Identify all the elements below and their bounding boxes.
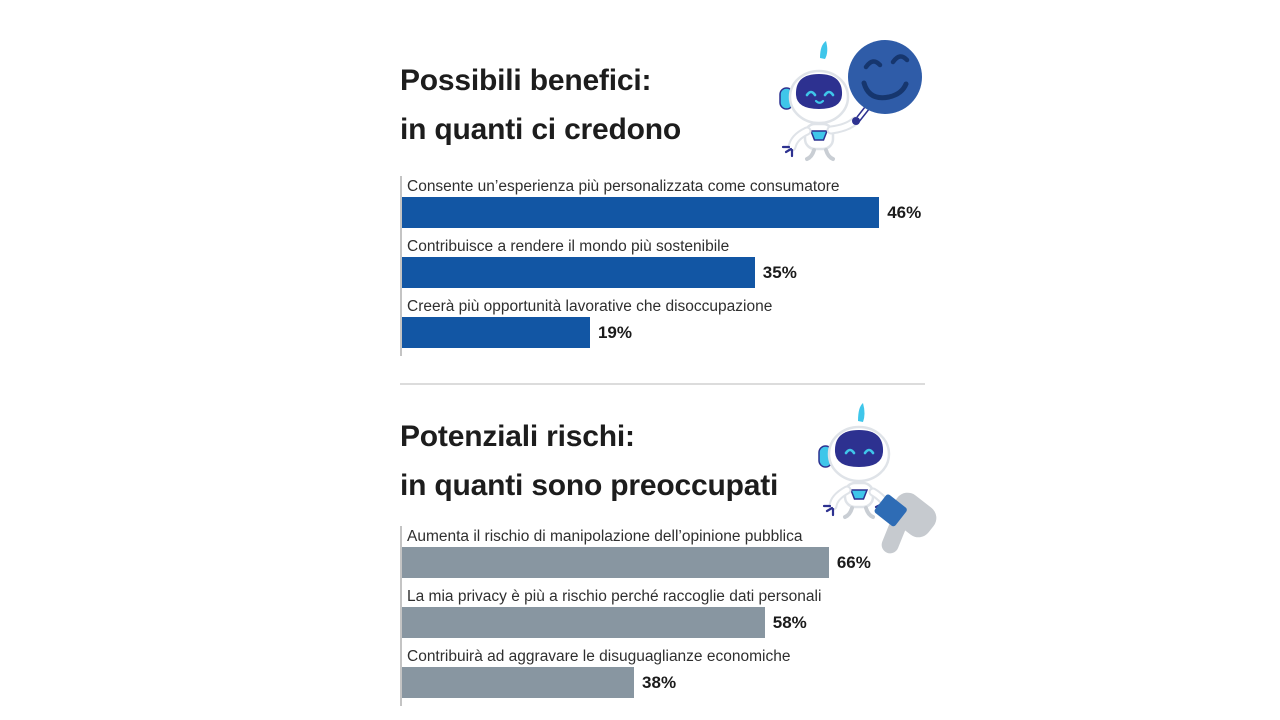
- risks-section-title: Potenziali rischi: in quanti sono preocc…: [400, 412, 820, 510]
- content-column: Possibili benefici: in quanti ci credono: [400, 0, 937, 720]
- robot-happy-mascot: [779, 40, 922, 161]
- benefits-title-line1: Possibili benefici:: [400, 64, 652, 97]
- smiley-face-icon: [848, 40, 922, 114]
- bar-value-label: 46%: [887, 202, 922, 222]
- bar-value-label: 19%: [597, 322, 632, 342]
- bar: [402, 197, 880, 228]
- bar-value-label: 35%: [762, 262, 797, 282]
- bar-label: Aumenta il rischio di manipolazione dell…: [407, 528, 803, 545]
- bar-label: La mia privacy è più a rischio perché ra…: [407, 588, 822, 605]
- bar: [402, 317, 590, 348]
- bar-label: Consente un’esperienza più personalizzat…: [407, 178, 840, 195]
- bar-label: Contribuirà ad aggravare le disuguaglian…: [407, 648, 791, 665]
- risks-title-line1: Potenziali rischi:: [400, 420, 635, 453]
- robot-body: [818, 403, 891, 519]
- robot-thumbs-down-mascot: [818, 403, 937, 554]
- bar-value-label: 58%: [772, 612, 807, 632]
- bar: [402, 547, 829, 578]
- risks-bar-chart: Aumenta il rischio di manipolazione dell…: [400, 526, 927, 706]
- bar-value-label: 66%: [836, 552, 871, 572]
- bar-row: Consente un’esperienza più personalizzat…: [402, 176, 927, 236]
- bar-value-label: 38%: [642, 672, 677, 692]
- bar-row: La mia privacy è più a rischio perché ra…: [402, 586, 927, 646]
- risks-title-line2: in quanti sono preoccupati: [400, 469, 779, 502]
- bar-row: Contribuisce a rendere il mondo più sost…: [402, 236, 927, 296]
- bar: [402, 667, 635, 698]
- bar-row: Contribuirà ad aggravare le disuguaglian…: [402, 646, 927, 706]
- benefits-bar-chart: Consente un’esperienza più personalizzat…: [400, 176, 927, 356]
- bar-label: Contribuisce a rendere il mondo più sost…: [407, 238, 730, 255]
- robot-body: [779, 41, 860, 161]
- benefits-section-title: Possibili benefici: in quanti ci credono: [400, 56, 820, 154]
- bar-label: Creerà più opportunità lavorative che di…: [407, 298, 773, 315]
- thumbs-down-icon: [874, 492, 937, 554]
- bar-row: Creerà più opportunità lavorative che di…: [402, 296, 927, 356]
- section-divider: [400, 383, 925, 385]
- benefits-title-line2: in quanti ci credono: [400, 113, 682, 146]
- bar: [402, 257, 755, 288]
- bar: [402, 607, 765, 638]
- bar-row: Aumenta il rischio di manipolazione dell…: [402, 526, 927, 586]
